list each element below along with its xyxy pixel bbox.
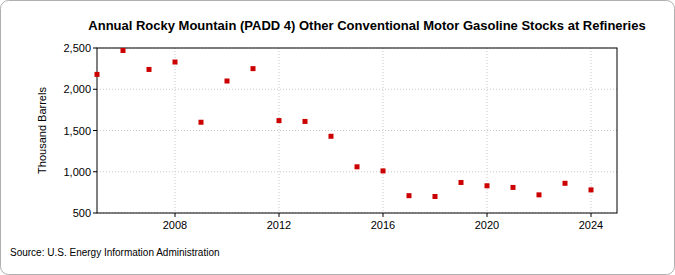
grid-line (97, 130, 617, 131)
tick (591, 213, 592, 217)
point (199, 120, 204, 125)
point (173, 60, 178, 65)
points (95, 48, 594, 199)
grid-line (175, 48, 176, 213)
point (121, 48, 126, 53)
tick-label: 2,000 (63, 83, 91, 95)
point (433, 194, 438, 199)
point (355, 164, 360, 169)
point (95, 72, 100, 77)
tick-label: 1,000 (63, 166, 91, 178)
tick-label: 2024 (579, 219, 603, 231)
axes-frame (97, 48, 617, 213)
tick-label: 2020 (475, 219, 499, 231)
point (459, 180, 464, 185)
tick-label: 2,500 (63, 42, 91, 54)
point (251, 66, 256, 71)
point (511, 185, 516, 190)
tick-label: 500 (73, 207, 91, 219)
tick (93, 48, 97, 49)
point (225, 79, 230, 84)
point (147, 67, 152, 72)
point (537, 192, 542, 197)
source: Source: U.S. Energy Information Administ… (10, 247, 220, 258)
tick-label: 2008 (163, 219, 187, 231)
tick (175, 213, 176, 217)
tick (93, 89, 97, 90)
tick (279, 213, 280, 217)
tick-label: 2016 (371, 219, 395, 231)
tick-label: 2012 (267, 219, 291, 231)
tick (93, 130, 97, 131)
tick (487, 213, 488, 217)
point (329, 134, 334, 139)
tick (93, 171, 97, 172)
point (381, 168, 386, 173)
tick (93, 213, 97, 214)
point (589, 187, 594, 192)
tick (383, 213, 384, 217)
point (563, 181, 568, 186)
frame (1, 1, 675, 275)
plot-area (97, 48, 617, 213)
title: Annual Rocky Mountain (PADD 4) Other Con… (88, 18, 645, 33)
tick-label: 1,500 (63, 125, 91, 137)
point (303, 119, 308, 124)
grid-line (97, 89, 617, 90)
grid-line (279, 48, 280, 213)
grid-line (383, 48, 384, 213)
chart: Annual Rocky Mountain (PADD 4) Other Con… (0, 0, 675, 275)
point (485, 183, 490, 188)
point (277, 118, 282, 123)
point (407, 193, 412, 198)
y-axis-label: Thousand Barrels (36, 87, 48, 174)
